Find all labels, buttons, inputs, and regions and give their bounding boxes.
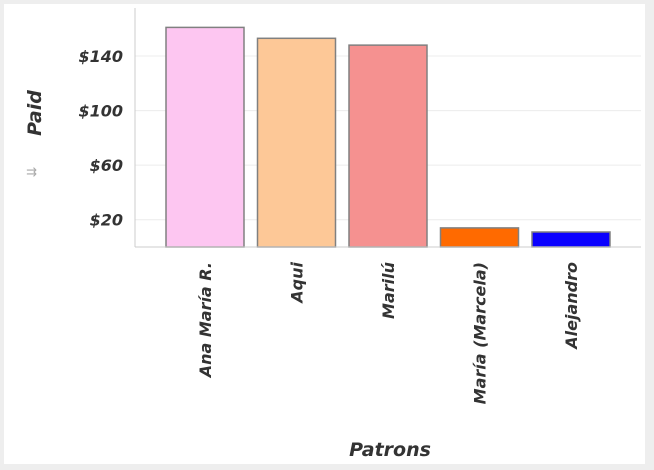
x-tick-label: Aqui (288, 261, 307, 304)
bars (165, 26, 611, 248)
x-axis-labels: Ana María R. Aqui Marilú María (Marcela) Ale… (196, 261, 581, 404)
y-tick-label: $100 (78, 102, 123, 121)
bar[interactable] (348, 44, 428, 248)
x-axis-title: Patrons (349, 439, 431, 461)
y-tick-label: $60 (90, 156, 123, 175)
y-axis-ticks: $20 $60 $100 $140 (78, 47, 123, 230)
y-tick-label: $20 (90, 211, 123, 230)
y-tick-label: $140 (78, 47, 123, 66)
x-tick-label: María (Marcela) (471, 262, 490, 404)
sort-icon[interactable]: ⇉ (26, 165, 37, 180)
x-tick-label: Alejandro (562, 262, 581, 351)
bar[interactable] (256, 37, 337, 248)
bar[interactable] (439, 227, 520, 248)
bar[interactable] (165, 26, 245, 248)
y-axis-title: Paid (24, 90, 46, 136)
x-tick-label: Marilú (379, 262, 398, 319)
bar-chart: $20 $60 $100 $140 Ana María R. Aqui Marilú Mar… (24, 8, 641, 461)
chart-card: $20 $60 $100 $140 Ana María R. Aqui Marilú Mar… (4, 4, 645, 464)
bar[interactable] (531, 231, 611, 248)
x-tick-label: Ana María R. (196, 262, 215, 379)
